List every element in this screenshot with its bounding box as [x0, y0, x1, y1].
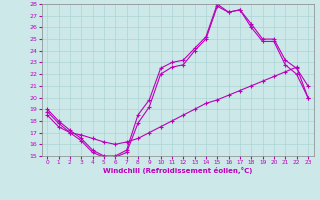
X-axis label: Windchill (Refroidissement éolien,°C): Windchill (Refroidissement éolien,°C) — [103, 167, 252, 174]
